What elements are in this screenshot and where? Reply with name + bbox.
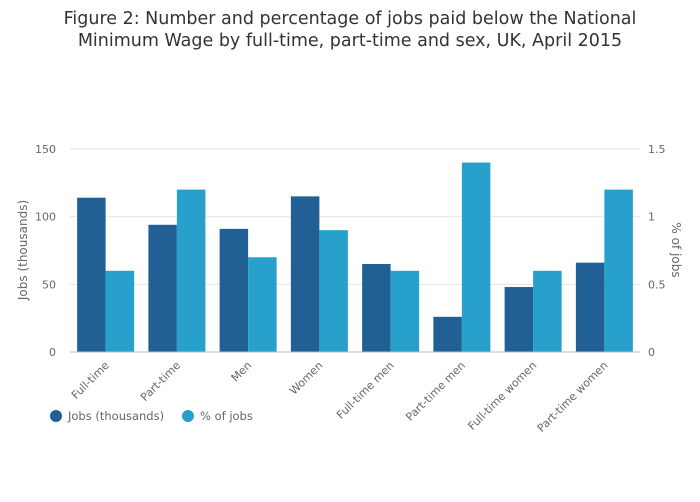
bar-jobs-4	[362, 264, 391, 352]
bar-pct-5	[461, 162, 491, 352]
bar-jobs-1	[148, 224, 177, 352]
x-tick-label: Full-time women	[465, 359, 539, 433]
x-tick-label: Part-time women	[535, 359, 611, 435]
x-tick-label: Part-time men	[403, 359, 468, 424]
x-tick-label: Men	[229, 359, 255, 385]
y-tick-label: 150	[35, 143, 56, 156]
y-tick-label: 0	[49, 346, 56, 359]
bar-jobs-7	[575, 262, 605, 352]
bar-jobs-6	[504, 287, 534, 352]
chart-title: Figure 2: Number and percentage of jobs …	[0, 8, 700, 52]
legend-marker	[182, 410, 194, 422]
bar-pct-3	[319, 230, 348, 352]
y2-axis-ticks: 0 0.5 1 1.5	[648, 143, 666, 359]
y-axis-title: Jobs (thousands)	[16, 200, 30, 301]
chart-title-line-1: Figure 2: Number and percentage of jobs …	[63, 9, 637, 29]
bar-jobs-5	[433, 316, 462, 352]
bar-jobs-2	[219, 228, 249, 352]
y2-tick-label: 0.5	[648, 278, 666, 291]
y-tick-label: 100	[35, 211, 56, 224]
chart-title-line-2: Minimum Wage by full-time, part-time and…	[77, 31, 623, 51]
bar-pct-6	[533, 270, 562, 352]
y-axis-ticks: 0 50 100 150	[35, 143, 56, 359]
y2-axis-title: % of jobs	[669, 222, 683, 277]
x-axis-ticks: Full-time Part-time Men Women Full-time men P…	[69, 359, 611, 435]
y-tick-label: 50	[42, 278, 56, 291]
bar-jobs-3	[290, 196, 320, 352]
x-tick-label: Part-time	[138, 359, 183, 404]
legend-label: % of jobs	[200, 409, 253, 423]
x-tick-label: Full-time men	[334, 359, 397, 422]
bar-jobs-0	[77, 197, 106, 352]
bar-pct-7	[604, 189, 633, 352]
y2-tick-label: 1	[648, 211, 655, 224]
y2-tick-label: 1.5	[648, 143, 666, 156]
bars	[77, 162, 633, 352]
legend-label: Jobs (thousands)	[67, 409, 164, 423]
legend: Jobs (thousands) % of jobs	[50, 409, 253, 423]
y2-tick-label: 0	[648, 346, 655, 359]
bar-pct-2	[248, 257, 277, 352]
legend-marker	[50, 410, 62, 422]
bar-pct-1	[176, 189, 206, 352]
x-tick-label: Women	[287, 359, 325, 397]
bar-pct-4	[390, 270, 420, 352]
x-tick-label: Full-time	[69, 359, 112, 402]
bar-pct-0	[105, 270, 135, 352]
